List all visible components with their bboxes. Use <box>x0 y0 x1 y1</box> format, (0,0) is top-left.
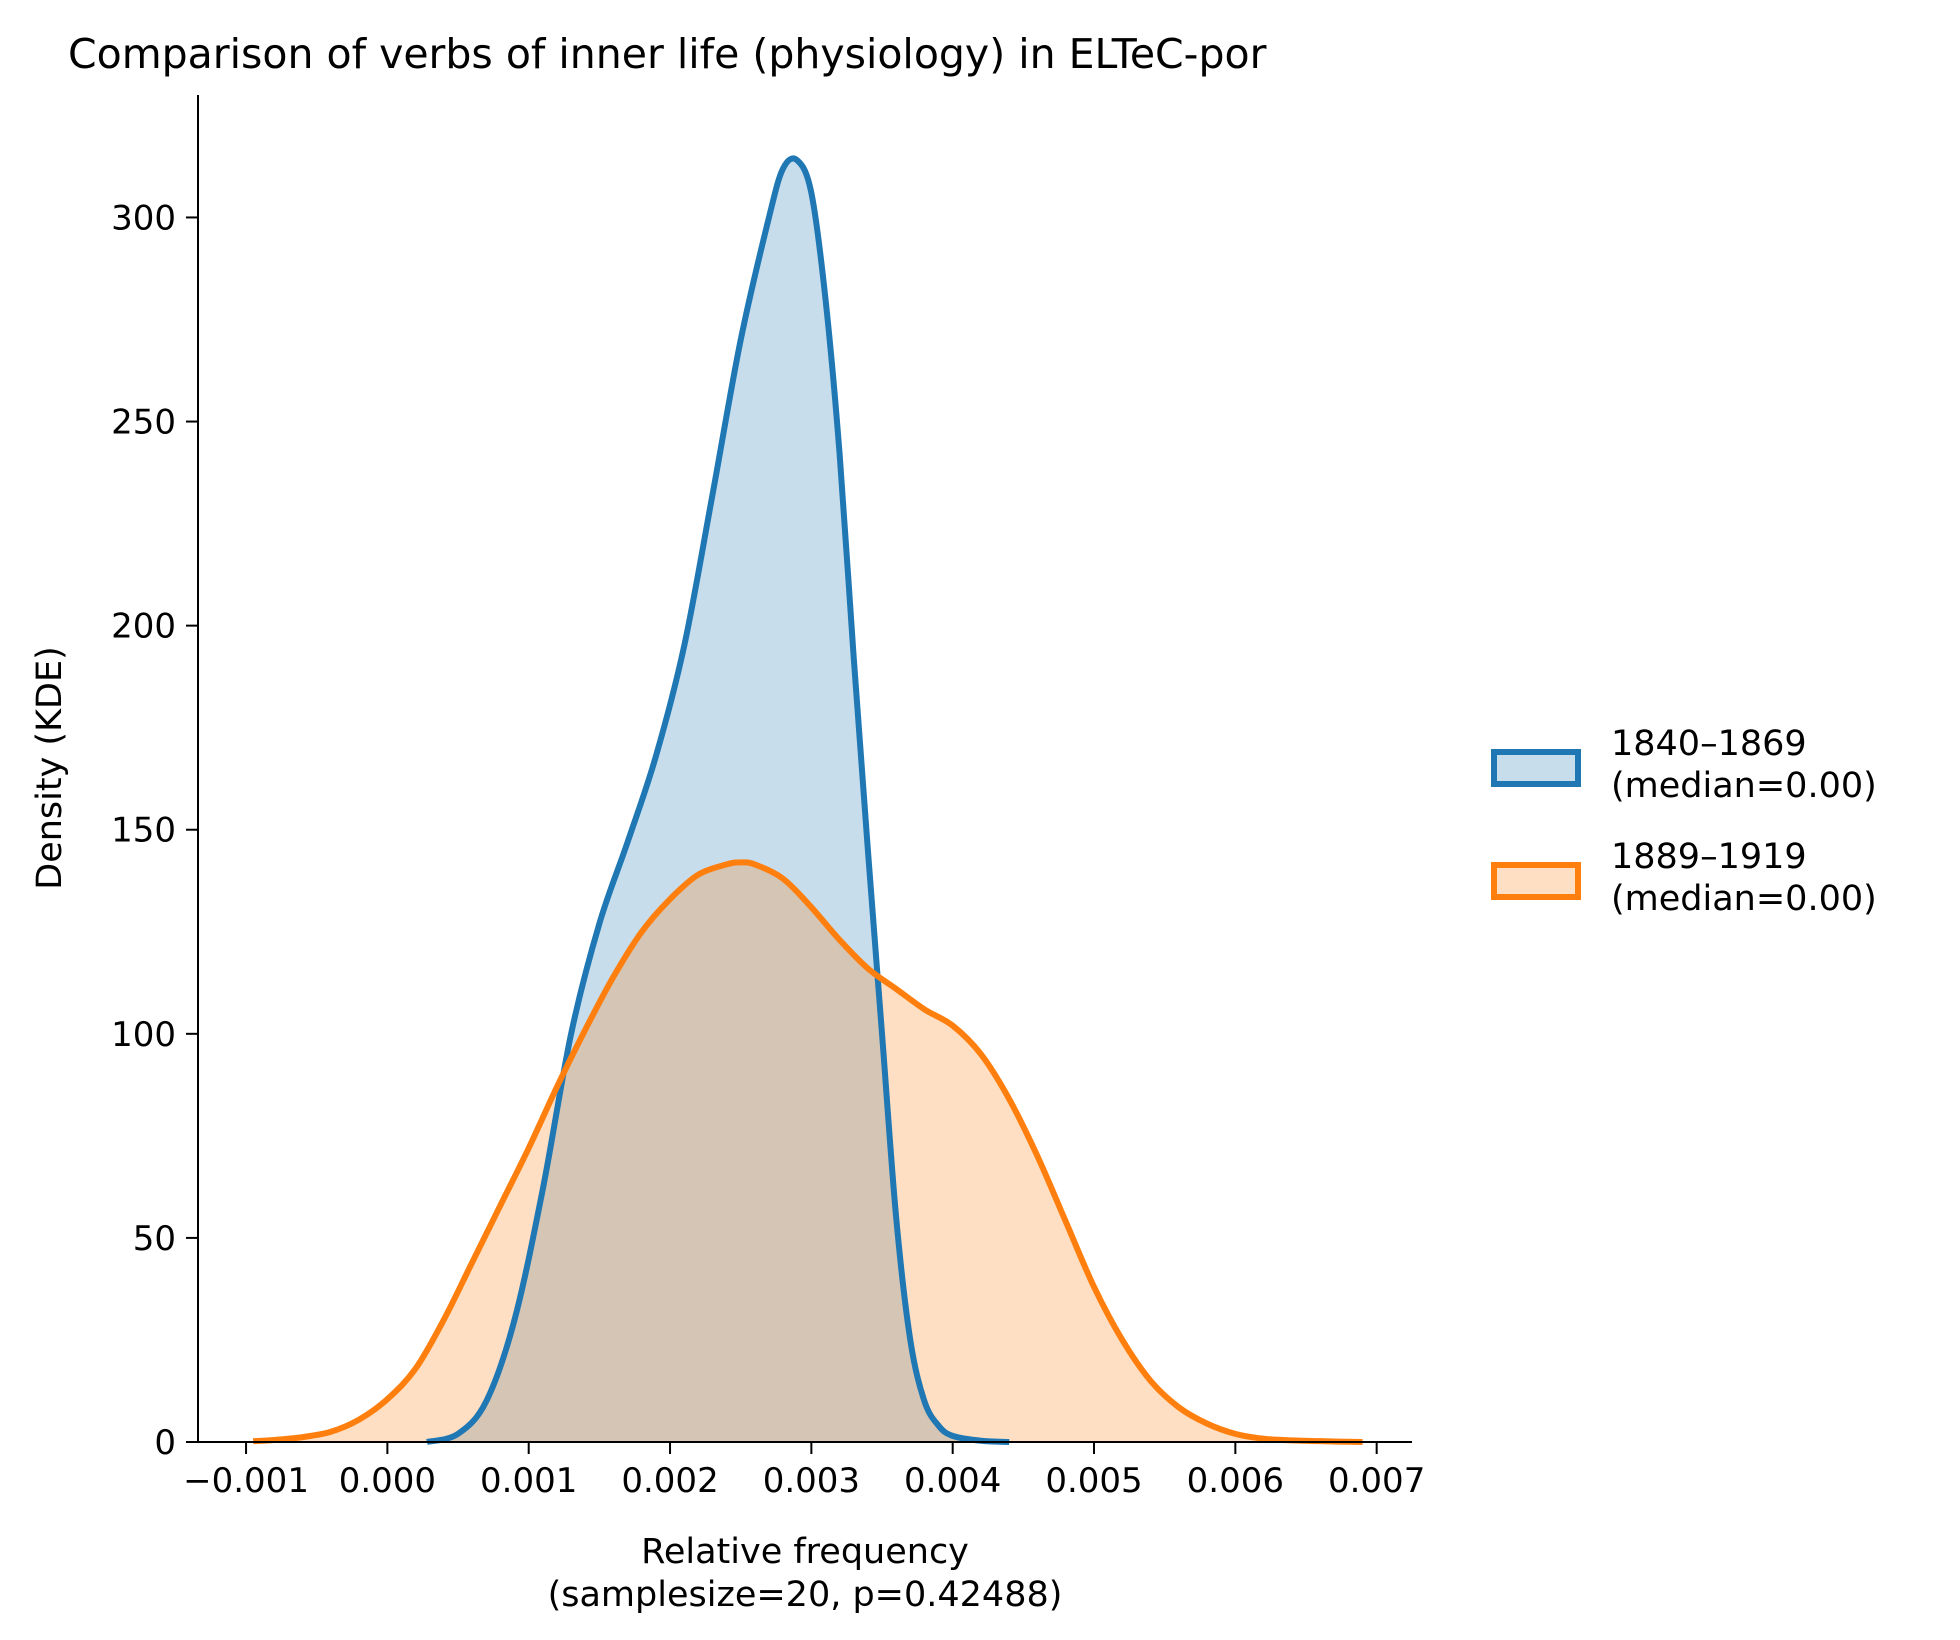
series-fill-1 <box>253 862 1363 1442</box>
legend-swatch-1 <box>1491 862 1581 900</box>
legend-sublabel-1: (median=0.00) <box>1611 879 1877 919</box>
x-tick-label: 0.002 <box>621 1461 718 1501</box>
y-tick-label: 0 <box>154 1423 176 1463</box>
x-tick-label: 0.003 <box>763 1461 860 1501</box>
legend-label-0: 1840–1869 <box>1611 724 1807 764</box>
y-axis-label: Density (KDE) <box>30 646 70 890</box>
x-tick-label: 0.006 <box>1187 1461 1284 1501</box>
series-lines <box>252 155 1363 1445</box>
y-ticks: 0 50 100 150 200 250 300 <box>111 198 198 1463</box>
plot-area <box>252 155 1363 1445</box>
legend-sublabel-0: (median=0.00) <box>1611 766 1877 806</box>
x-tick-label: 0.001 <box>480 1461 577 1501</box>
x-tick-label: −0.001 <box>183 1461 309 1501</box>
x-tick-label: 0.005 <box>1045 1461 1142 1501</box>
legend-label-1: 1889–1919 <box>1611 837 1807 877</box>
y-tick-label: 150 <box>111 811 176 851</box>
legend: 1840–1869(median=0.00)1889–1919(median=0… <box>1491 724 1877 919</box>
series-fills <box>253 158 1363 1442</box>
y-tick-label: 100 <box>111 1015 176 1055</box>
x-tick-label: 0.004 <box>904 1461 1001 1501</box>
x-ticks: −0.001 0.000 0.001 0.002 0.003 0.004 0.005 0.00… <box>183 1442 1425 1501</box>
y-tick-label: 200 <box>111 607 176 647</box>
y-tick-label: 300 <box>111 198 176 238</box>
x-axis-label: Relative frequency <box>641 1532 969 1572</box>
legend-swatch-0 <box>1491 749 1581 787</box>
x-axis-sublabel: (samplesize=20, p=0.42488) <box>548 1575 1063 1615</box>
x-tick-label: 0.007 <box>1328 1461 1425 1501</box>
series-fill-0 <box>426 158 1010 1442</box>
y-tick-label: 250 <box>111 403 176 443</box>
y-tick-label: 50 <box>133 1219 176 1259</box>
series-line-1 <box>252 859 1363 1445</box>
x-tick-label: 0.000 <box>339 1461 436 1501</box>
chart-title: Comparison of verbs of inner life (physi… <box>68 30 1267 78</box>
